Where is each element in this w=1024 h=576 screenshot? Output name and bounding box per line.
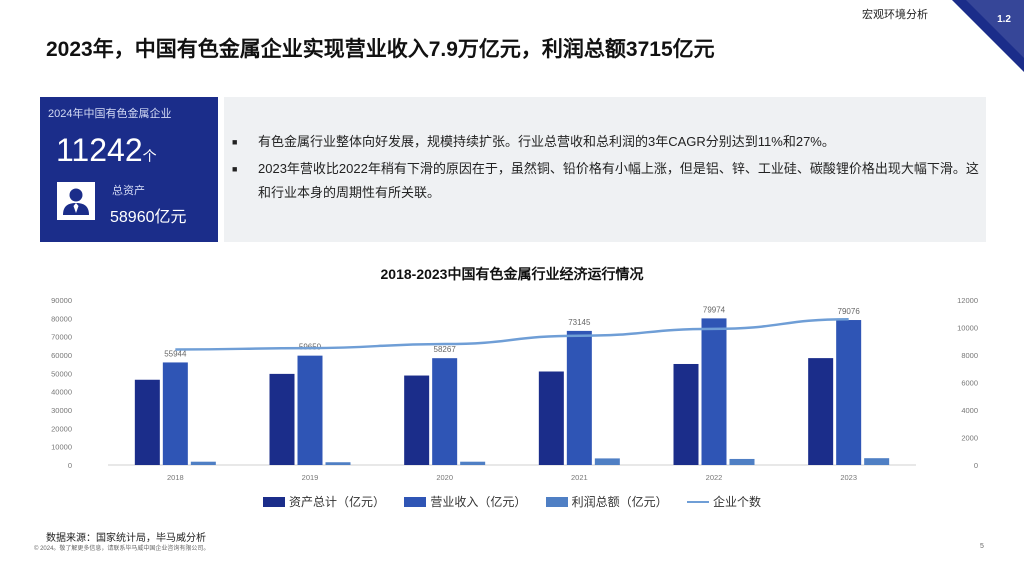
bar (297, 355, 323, 465)
x-tick-label: 2021 (571, 473, 588, 482)
y-tick-label-right: 4000 (961, 406, 978, 415)
insight-panel: ■ 有色金属行业整体向好发展，规模持续扩张。行业总营收和总利润的3年CAGR分别… (224, 97, 986, 242)
asset-value: 58960亿元 (110, 209, 187, 226)
y-tick-label-right: 10000 (957, 324, 978, 333)
kpi-number: 11242 (56, 132, 143, 168)
x-tick-label: 2020 (436, 473, 453, 482)
kpi-label: 2024年中国有色金属企业 (48, 108, 172, 120)
x-tick-label: 2023 (840, 473, 857, 482)
y-tick-label-left: 90000 (51, 296, 72, 305)
legend-swatch (262, 497, 285, 507)
legend-swatch (687, 501, 710, 503)
legend-item: 利润总额（亿元） (545, 493, 668, 510)
y-tick-label-left: 0 (68, 461, 72, 470)
y-tick-label-right: 2000 (961, 434, 978, 443)
data-label: 58267 (434, 345, 457, 354)
y-tick-label-left: 50000 (51, 369, 72, 378)
x-tick-label: 2019 (302, 473, 319, 482)
legend-item: 营业收入（亿元） (404, 493, 526, 510)
bar (836, 320, 862, 465)
legend-label: 企业个数 (713, 495, 762, 509)
bar (325, 462, 351, 465)
bar (190, 461, 216, 465)
legend-item: 资产总计（亿元） (262, 493, 385, 510)
bar (701, 318, 727, 465)
legend-label: 利润总额（亿元） (571, 495, 668, 509)
bar (594, 458, 620, 465)
y-tick-label-left: 40000 (51, 388, 72, 397)
bullet-item: ■ 有色金属行业整体向好发展，规模持续扩张。行业总营收和总利润的3年CAGR分别… (232, 130, 982, 154)
y-tick-label-right: 0 (974, 461, 978, 470)
legend-swatch (404, 497, 427, 507)
page-number: 5 (980, 543, 984, 550)
bar (808, 358, 834, 465)
y-tick-label-right: 6000 (961, 379, 978, 388)
chart-legend: 资产总计（亿元） 营业收入（亿元） 利润总额（亿元） 企业个数 (0, 493, 1024, 510)
y-tick-label-left: 20000 (51, 424, 72, 433)
y-tick-label-left: 10000 (51, 443, 72, 452)
data-label: 73145 (568, 318, 591, 327)
bullet-square-icon: ■ (232, 164, 238, 174)
page-title: 2023年，中国有色金属企业实现营业收入7.9万亿元，利润总额3715亿元 (46, 38, 715, 61)
section-label: 宏观环境分析 (862, 9, 928, 21)
legend-item: 企业个数 (687, 493, 761, 510)
bar (864, 458, 890, 465)
bar (269, 373, 295, 465)
bar (673, 363, 699, 465)
data-label: 79974 (703, 305, 726, 314)
y-tick-label-right: 8000 (961, 351, 978, 360)
data-label: 79076 (838, 307, 861, 316)
bullet-text: 2023年营收比2022年稍有下滑的原因在于，虽然铜、铅价格有小幅上涨，但是铝、… (258, 161, 979, 200)
x-tick-label: 2018 (167, 473, 184, 482)
legend-label: 营业收入（亿元） (430, 495, 527, 509)
bar (162, 362, 188, 465)
bullet-text: 有色金属行业整体向好发展，规模持续扩张。行业总营收和总利润的3年CAGR分别达到… (258, 134, 835, 149)
asset-label: 总资产 (112, 185, 145, 197)
corner-decoration (952, 0, 1024, 72)
kpi-panel: 2024年中国有色金属企业 11242个 总资产 58960亿元 (40, 97, 218, 242)
x-tick-label: 2022 (706, 473, 723, 482)
y-tick-label-left: 30000 (51, 406, 72, 415)
legend-swatch (545, 497, 568, 507)
y-tick-label-right: 12000 (957, 296, 978, 305)
kpi-value: 11242个 (56, 132, 157, 174)
legend-label: 资产总计（亿元） (288, 495, 385, 509)
bar (460, 461, 486, 465)
bullet-item: ■ 2023年营收比2022年稍有下滑的原因在于，虽然铜、铅价格有小幅上涨，但是… (232, 157, 982, 205)
bar (134, 379, 160, 465)
series-line (175, 318, 849, 351)
data-label: 55944 (164, 349, 187, 358)
person-icon (57, 182, 95, 220)
y-tick-label-left: 80000 (51, 314, 72, 323)
data-source: 数据来源：国家统计局，毕马威分析 (46, 533, 206, 544)
bar (432, 358, 458, 465)
bullet-square-icon: ■ (232, 137, 238, 147)
bar (404, 375, 430, 465)
page-badge: 1.2 (997, 14, 1011, 25)
y-tick-label-left: 60000 (51, 351, 72, 360)
bar (729, 458, 755, 465)
chart-title: 2018-2023中国有色金属行业经济运行情况 (380, 266, 644, 282)
y-tick-label-left: 70000 (51, 333, 72, 342)
bar (566, 330, 592, 465)
copyright: © 2024。敬了解更多信息，请联系毕马威中国企业咨询有限公司。 (34, 546, 210, 552)
bar (538, 371, 564, 465)
kpi-unit: 个 (142, 148, 157, 164)
